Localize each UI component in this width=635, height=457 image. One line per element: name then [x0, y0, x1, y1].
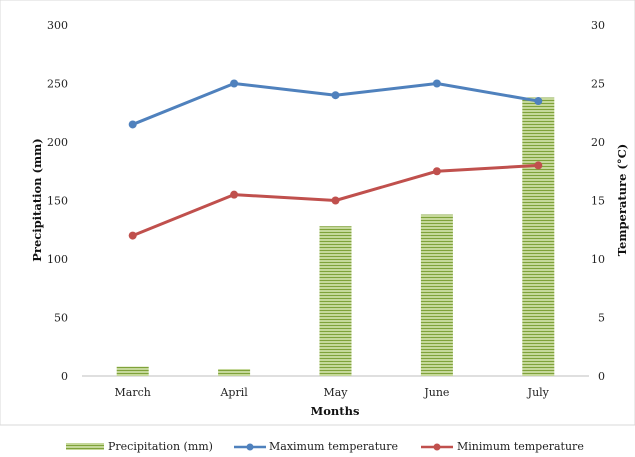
temperature-lines — [128, 79, 543, 240]
y2-tick-label: 20 — [591, 136, 605, 149]
y-tick-label: 100 — [47, 253, 68, 266]
legend-item-min-temp: Minimum temperature — [421, 440, 584, 453]
precipitation-bars — [116, 97, 555, 376]
point-min-temp — [432, 167, 441, 176]
legend: Precipitation (mm) Maximum temperature M… — [66, 440, 584, 453]
legend-item-precipitation: Precipitation (mm) — [66, 440, 213, 453]
y-tick-label: 50 — [54, 312, 68, 325]
y2-axis-title: Temperature (°C) — [615, 144, 629, 256]
bar-precipitation — [319, 226, 352, 376]
x-tick-label: June — [423, 386, 449, 399]
y-tick-label: 300 — [47, 19, 68, 32]
x-tick-label: April — [219, 386, 248, 399]
x-tick-label: May — [323, 386, 348, 399]
y-axis-left: 0 50 100 150 200 250 300 — [47, 19, 68, 383]
y-axis-right: 0 5 10 15 20 25 30 — [591, 19, 605, 383]
y-tick-label: 0 — [61, 370, 68, 383]
x-axis: March April May June July — [115, 386, 550, 399]
y2-tick-label: 0 — [598, 370, 605, 383]
y2-tick-label: 10 — [591, 253, 605, 266]
y2-tick-label: 15 — [591, 195, 605, 208]
x-axis-title: Months — [311, 404, 360, 418]
point-max-temp — [432, 79, 441, 88]
y2-tick-label: 30 — [591, 19, 605, 32]
y-axis-title: Precipitation (mm) — [30, 138, 44, 262]
y2-tick-label: 5 — [598, 312, 605, 325]
point-min-temp — [230, 190, 239, 199]
point-max-temp — [331, 91, 340, 100]
point-max-temp — [534, 97, 543, 106]
point-min-temp — [534, 161, 543, 170]
legend-item-max-temp: Maximum temperature — [234, 440, 398, 453]
line-max-temp — [132, 82, 539, 126]
bar-precipitation — [116, 366, 149, 376]
x-tick-label: July — [527, 386, 550, 399]
point-max-temp — [128, 120, 137, 129]
y2-tick-label: 25 — [591, 78, 605, 91]
bar-precipitation — [218, 368, 251, 376]
legend-label-max-temp: Maximum temperature — [269, 440, 398, 453]
point-min-temp — [128, 231, 137, 240]
x-tick-label: March — [115, 386, 151, 399]
point-min-temp — [331, 196, 340, 205]
y-tick-label: 250 — [47, 78, 68, 91]
bar-precipitation — [420, 214, 453, 376]
bar-precipitation — [522, 97, 555, 376]
legend-label-precipitation: Precipitation (mm) — [108, 440, 213, 453]
y-tick-label: 150 — [47, 195, 68, 208]
point-max-temp — [230, 79, 239, 88]
y-tick-label: 200 — [47, 136, 68, 149]
legend-label-min-temp: Minimum temperature — [457, 440, 584, 453]
legend-marker-max-temp — [246, 443, 254, 451]
legend-marker-min-temp — [433, 443, 441, 451]
legend-swatch-precipitation — [66, 443, 104, 450]
